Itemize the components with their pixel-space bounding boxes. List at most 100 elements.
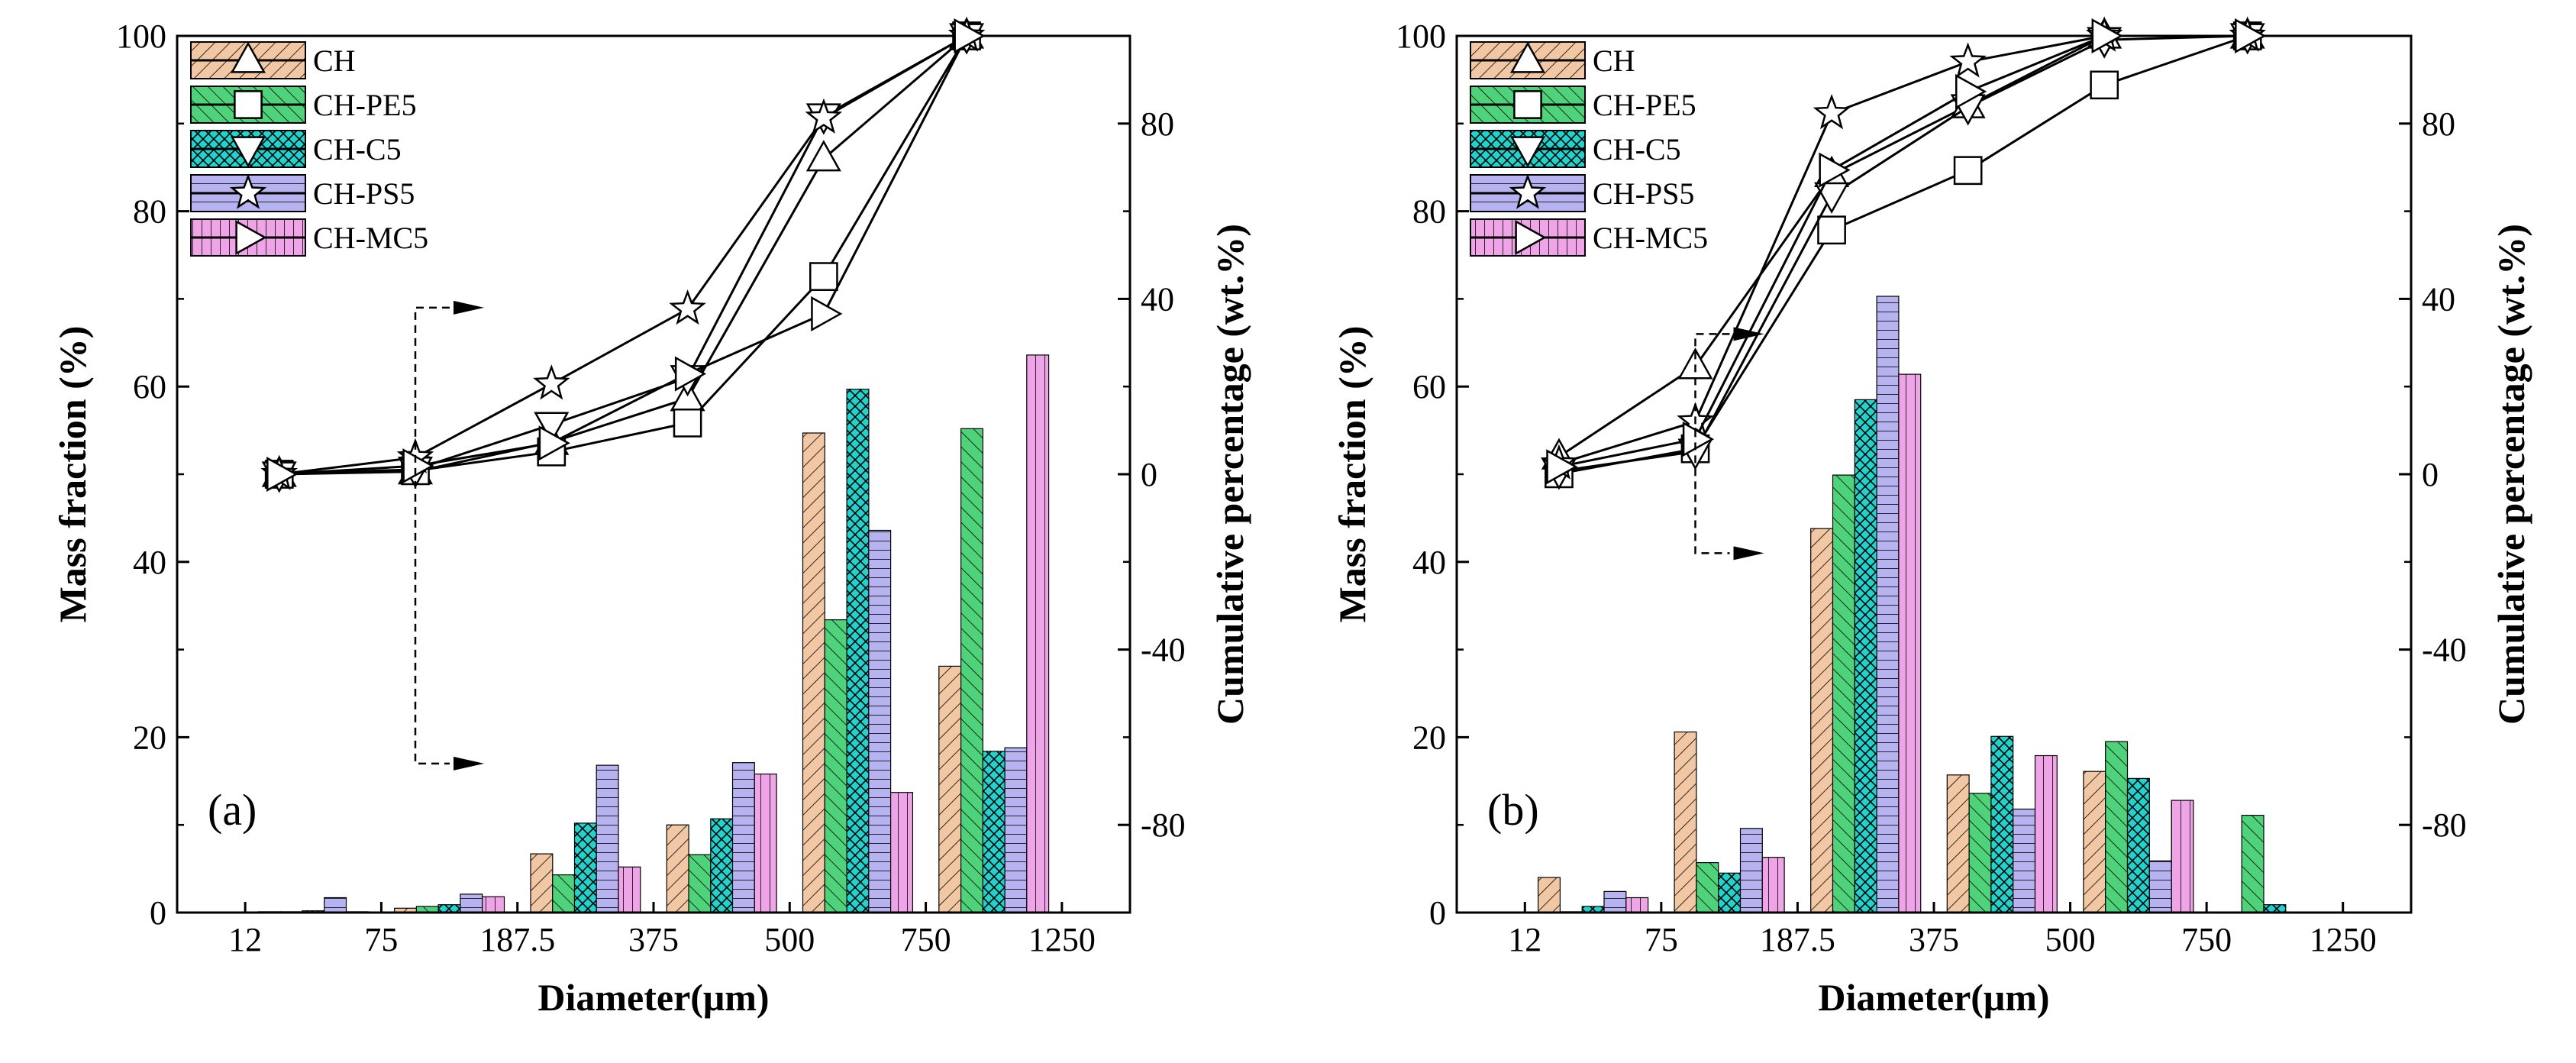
y-tick-label: 0 [150,894,166,932]
cumulative-point-ch-ps5 [1813,94,1851,130]
cumulative-point-ch-mc5 [402,448,434,484]
bar-ch-4 [2083,771,2106,913]
x-tick-label: 375 [628,921,679,958]
bar-ch-c5-4 [2126,777,2150,913]
bar-ch-ps5-3 [731,762,755,913]
bar-ch-c5-3 [710,818,734,913]
y-tick-label: 80 [1412,193,1446,231]
bar-ch-pe5-1 [1696,861,1719,913]
cumulative-line-ch-pe5 [1558,34,2248,475]
cumulative-point-ch-pe5 [2090,70,2119,100]
bar-ch-pe5-2 [1832,474,1855,913]
legend-label: CH-PS5 [1593,176,1694,211]
cumulative-point-ch-mc5 [811,296,843,331]
cumulative-point-ch-mc5 [1546,449,1578,485]
legend-marker-ch-pe5 [1513,90,1542,119]
y-tick-label: 100 [116,18,166,55]
x-tick-label: 187.5 [479,921,555,958]
panel-label: (a) [208,785,257,835]
y-tick-label: 0 [1429,894,1446,932]
x-axis-title: Diameter(μm) [1818,976,2049,1019]
bar-ch-mc5-0 [1625,897,1649,913]
bar-ch-3 [666,824,689,913]
y-tick-label: 40 [133,544,166,581]
right-arrow-icon [1733,546,1764,561]
legend-label: CH [313,44,356,78]
legend-marker-ch-ps5 [229,173,267,209]
cumulative-point-ch-ps5 [805,98,843,134]
cumulative-point-ch [805,140,841,172]
bar-ch-pe5-5 [960,428,983,913]
cumulative-point-ch-mc5 [1682,422,1715,457]
legend-label: CH-C5 [1593,132,1681,166]
bar-ch-pe5-5 [2241,814,2264,913]
bar-ch-mc5-3 [754,773,777,913]
legend-marker-ch-c5 [1509,136,1546,168]
cumulative-point-ch-c5 [1814,182,1850,214]
y2-tick-label: -80 [1141,806,1186,844]
bar-ch-2 [1810,528,1834,913]
cumulative-point-ch-c5 [534,412,570,444]
legend-marker-ch-mc5 [235,219,267,256]
bar-ch-ps5-4 [868,529,892,913]
cumulative-line-ch-c5 [279,34,967,476]
cumulative-point-ch-mc5 [674,356,707,392]
bar-ch-mc5-1 [482,896,505,913]
bar-ch-ps5-5 [1004,747,1028,913]
legend-marker-ch [230,41,266,73]
bar-ch-ps5-1 [460,893,483,913]
x-tick-label: 12 [1508,921,1541,958]
legend-label: CH [1593,44,1635,78]
cumulative-point-ch-mc5 [1819,152,1851,188]
x-tick-label: 1250 [2310,921,2377,958]
bar-ch-mc5-5 [1026,354,1050,913]
bar-ch-mc5-1 [1761,857,1785,913]
chart-panel-a: 12 75 187.5 375 500 750 1250 0 20 40 60 80 100 -80 -40… [51,16,1251,1019]
cumulative-point-ch-pe5 [1817,215,1846,245]
x-tick-label: 1250 [1028,921,1096,958]
y-tick-label: 60 [133,368,166,405]
cumulative-point-ch-mc5 [1955,73,1987,109]
bar-ch-pe5-2 [552,874,576,913]
bar-ch-ps5-3 [2013,808,2036,913]
x-tick-label: 750 [2181,921,2232,958]
cumulative-point-ch-pe5 [1953,156,1983,186]
y2-tick-label: -40 [2422,632,2467,669]
cumulative-line-ch-mc5 [279,35,968,476]
bar-ch-ps5-4 [2148,860,2172,913]
y-tick-label: 100 [1396,18,1446,55]
x-axis-title: Diameter(μm) [537,976,769,1019]
right-arrow-icon [454,756,484,771]
bar-ch-c5-5 [2263,904,2287,913]
bar-ch-pe5-4 [824,619,847,913]
x-tick-label: 375 [1909,921,1959,958]
legend-label: CH-PE5 [1593,88,1696,122]
bar-ch-1 [1674,731,1697,913]
legend-marker-ch [1509,41,1546,73]
x-tick-label: 750 [901,921,951,958]
bar-ch-pe5-4 [2105,741,2129,913]
bar-ch-ps5-0 [1603,890,1627,913]
y2-axis-title: Cumulative percentage (wt.%) [2490,224,2532,725]
y2-tick-label: 0 [2422,456,2439,493]
cumulative-point-ch-pe5 [673,408,702,438]
plot-frame [1455,34,2413,914]
bar-ch-c5-4 [846,389,870,913]
y2-tick-label: 0 [1141,456,1157,493]
bar-ch-c5-1 [1718,872,1742,913]
legend-label: CH-MC5 [313,221,428,255]
axis-indicator-dashed-line [1694,333,1730,554]
y2-tick-label: 40 [1141,280,1174,318]
y2-tick-label: 80 [1141,105,1174,143]
cumulative-point-ch-ps5 [533,364,570,400]
y2-tick-label: 80 [2422,105,2455,143]
bar-ch-ps5-2 [1876,296,1900,913]
bar-ch-mc5-4 [2171,800,2194,913]
bar-ch-c5-1 [437,904,461,913]
x-tick-label: 500 [764,921,815,958]
axis-indicator-dashed-line [414,306,450,765]
panel-label: (b) [1487,785,1539,835]
cumulative-point-ch-pe5 [809,262,838,291]
bar-ch-mc5-2 [618,866,641,913]
cumulative-line-ch-mc5 [1558,34,2248,468]
